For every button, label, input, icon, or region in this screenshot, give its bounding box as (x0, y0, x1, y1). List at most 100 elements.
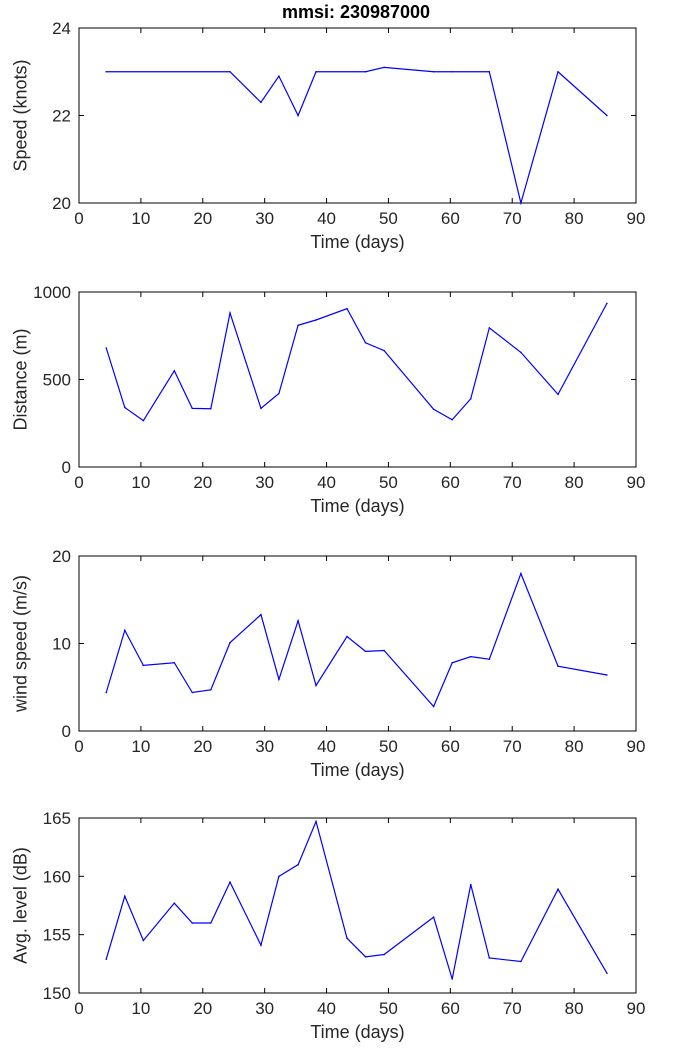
data-point (432, 70, 435, 73)
data-point (469, 397, 472, 400)
data-point (229, 70, 231, 73)
data-point (278, 75, 280, 77)
data-point (229, 312, 231, 314)
data-point (260, 944, 262, 946)
data-point (488, 70, 491, 73)
data-point (191, 922, 194, 924)
data-point (142, 664, 145, 667)
data-point (260, 101, 262, 104)
x-tick-label: 40 (317, 473, 336, 492)
data-point (383, 349, 385, 352)
chart-panel-1: 0 10 20 30 40 50 60 70 80 90 20 22 24 Time (days) Spee… (10, 19, 645, 252)
x-tick-label: 80 (565, 473, 584, 492)
data-point (124, 629, 126, 632)
data-point (229, 641, 231, 644)
data-point (346, 937, 348, 939)
data-point (520, 202, 522, 204)
data-point (315, 684, 317, 687)
data-point (173, 369, 176, 372)
axes-box (78, 291, 637, 468)
data-point (557, 888, 559, 890)
axes-box (78, 817, 637, 994)
x-tick-label: 90 (627, 473, 646, 492)
data-point (173, 902, 176, 904)
data-point (142, 939, 145, 942)
chart-panel-2: 0 10 20 30 40 50 60 70 80 90 0 500 1000 Time (days) Di… (10, 283, 645, 516)
data-point (432, 916, 435, 918)
y-tick-label: 10 (52, 635, 71, 654)
data-point (606, 114, 608, 117)
x-tick-label: 0 (74, 737, 83, 756)
x-tick-label: 0 (74, 209, 83, 228)
data-point (105, 347, 108, 349)
y-tick-label: 0 (62, 722, 71, 741)
data-point (451, 70, 453, 73)
data-point (346, 307, 348, 310)
data-point (557, 393, 559, 396)
charts-container: 0 10 20 30 40 50 60 70 80 90 20 22 24 Time (days) Spee… (10, 19, 645, 1042)
data-point (606, 302, 608, 305)
series-line (106, 66, 608, 206)
x-tick-label: 20 (193, 473, 212, 492)
figure-title: mmsi: 230987000 (282, 2, 430, 22)
data-point (364, 650, 367, 653)
x-axis-label: Time (days) (310, 1022, 404, 1042)
data-point (383, 649, 385, 652)
data-point (364, 956, 367, 958)
data-point (315, 319, 317, 321)
x-tick-label: 10 (131, 473, 150, 492)
data-point (451, 978, 453, 980)
data-point (278, 678, 280, 681)
x-axis-label: Time (days) (310, 760, 404, 780)
series-line (105, 303, 608, 422)
y-axis-label: Distance (m) (10, 328, 30, 430)
data-point (297, 619, 299, 622)
x-tick-label: 20 (193, 999, 212, 1018)
data-point (297, 324, 299, 327)
axes-box (78, 27, 637, 204)
data-point (346, 635, 348, 638)
x-tick-label: 80 (565, 737, 584, 756)
data-point (124, 895, 126, 897)
data-point (260, 407, 262, 410)
y-tick-label: 150 (43, 984, 71, 1003)
x-tick-label: 60 (441, 737, 460, 756)
x-axis-label: Time (days) (310, 496, 404, 516)
x-tick-label: 90 (627, 999, 646, 1018)
y-tick-label: 500 (43, 371, 71, 390)
x-tick-label: 40 (317, 999, 336, 1018)
data-point (315, 70, 317, 73)
x-tick-label: 80 (565, 999, 584, 1018)
x-tick-label: 30 (255, 473, 274, 492)
chart-panel-3: 0 10 20 30 40 50 60 70 80 90 0 10 20 Time (days) wind … (10, 547, 645, 780)
data-point (432, 705, 435, 708)
series-line (105, 571, 608, 708)
data-point (451, 418, 453, 421)
y-tick-label: 24 (52, 19, 71, 38)
data-point (557, 70, 559, 73)
x-tick-label: 10 (131, 999, 150, 1018)
x-tick-label: 80 (565, 209, 584, 228)
data-point (432, 408, 435, 411)
data-point (364, 341, 367, 344)
x-tick-label: 20 (193, 209, 212, 228)
y-tick-label: 0 (62, 458, 71, 477)
y-tick-label: 22 (52, 107, 71, 126)
x-tick-label: 50 (379, 473, 398, 492)
x-tick-label: 0 (74, 473, 83, 492)
chart-panel-4: 0 10 20 30 40 50 60 70 80 90 150 155 160 165 Time (day… (10, 809, 645, 1042)
data-point (105, 691, 108, 694)
x-axis-label: Time (days) (310, 232, 404, 252)
data-point (173, 661, 176, 664)
y-tick-label: 160 (43, 867, 71, 886)
data-point (210, 922, 212, 924)
data-point (142, 419, 145, 422)
data-point (520, 960, 522, 963)
x-tick-label: 70 (503, 737, 522, 756)
data-point (520, 351, 522, 354)
data-point (191, 407, 194, 410)
data-point (278, 875, 280, 878)
x-tick-label: 30 (255, 737, 274, 756)
y-tick-label: 165 (43, 809, 71, 828)
data-point (315, 820, 317, 823)
